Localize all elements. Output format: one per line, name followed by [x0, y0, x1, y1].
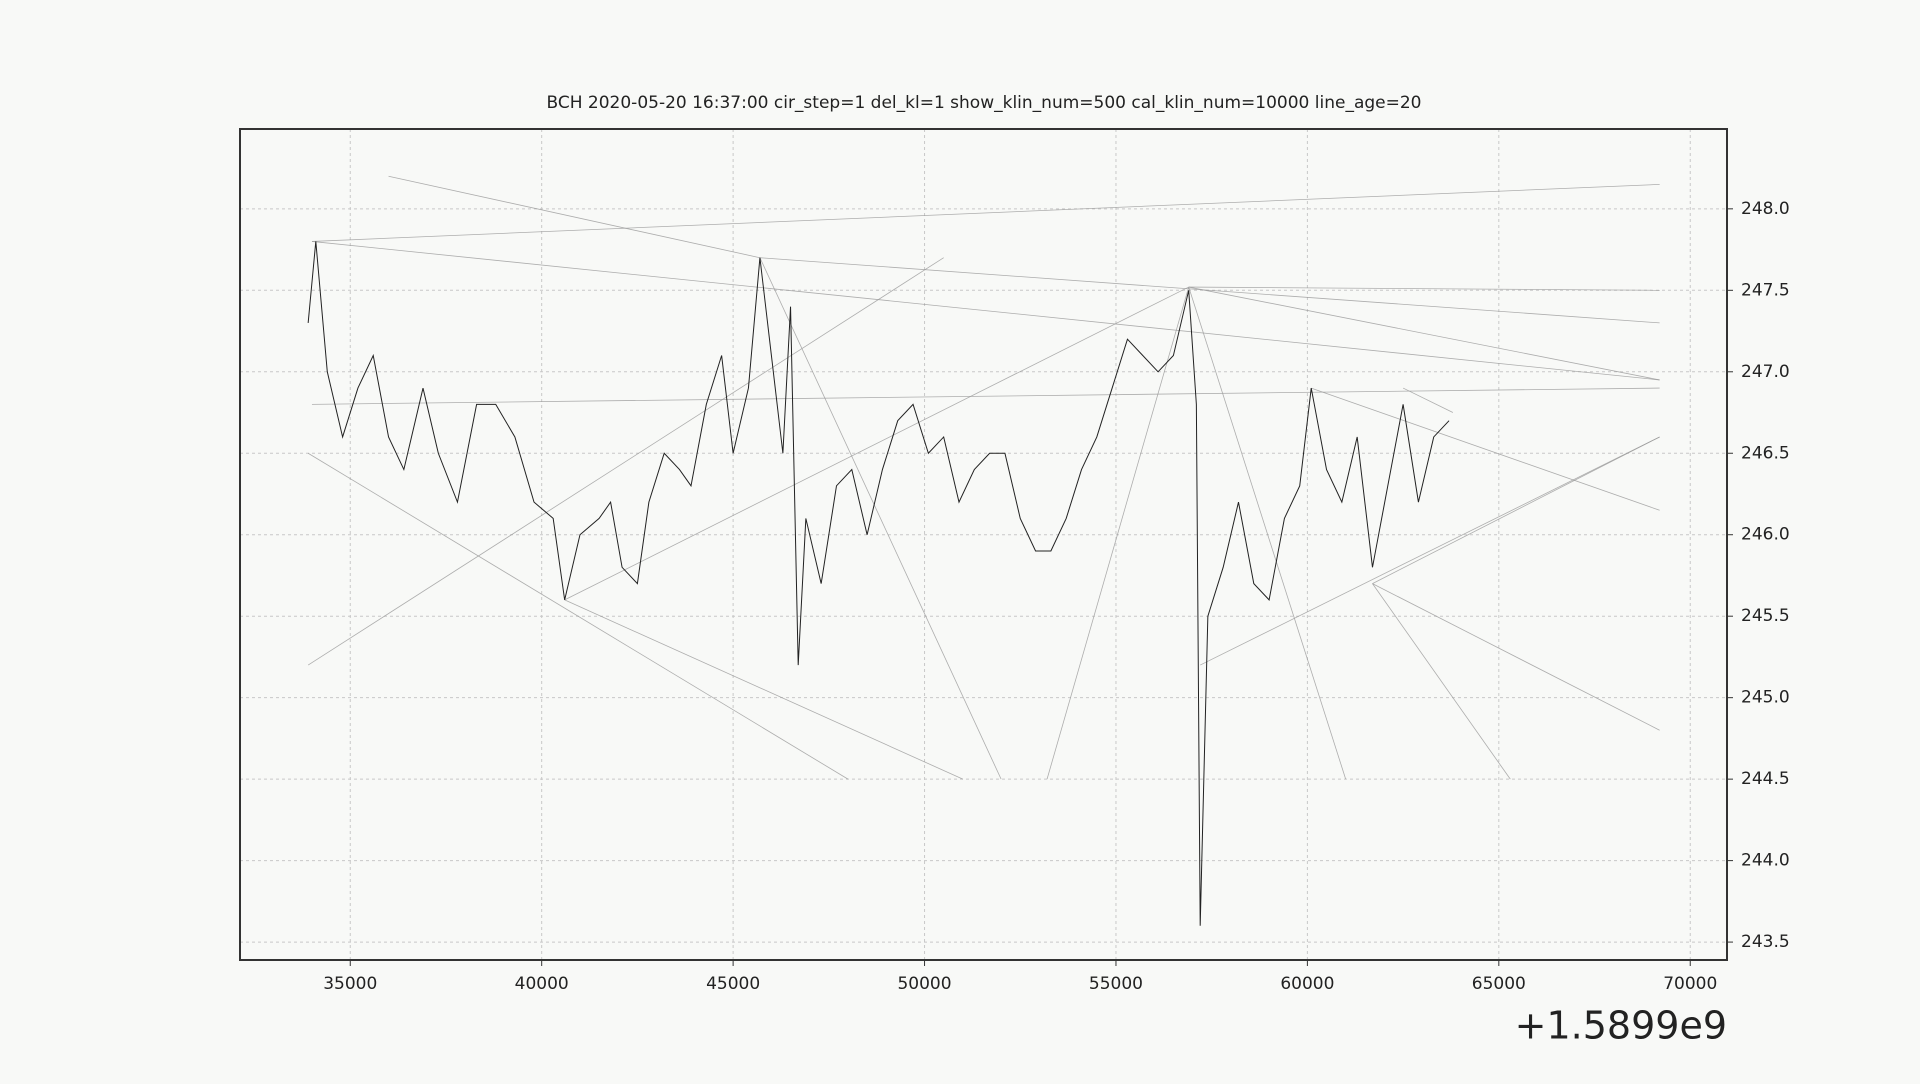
y-tick-label: 245.5	[1741, 606, 1790, 626]
trend-line	[307, 452, 849, 780]
trend-line	[1188, 286, 1660, 291]
x-tick-label: 50000	[897, 974, 951, 994]
y-tick-label: 243.5	[1741, 932, 1790, 952]
y-tick-label: 248.0	[1741, 199, 1790, 219]
y-tick-label: 247.5	[1741, 280, 1790, 300]
trend-line	[1200, 436, 1660, 666]
trend-line	[1372, 583, 1660, 731]
trend-line	[1372, 436, 1660, 584]
x-tick-label: 40000	[515, 974, 569, 994]
x-tick-label: 70000	[1663, 974, 1717, 994]
trend-line	[759, 257, 1660, 324]
x-tick-label: 65000	[1472, 974, 1526, 994]
price-line	[307, 241, 1450, 926]
x-tick-label: 60000	[1280, 974, 1334, 994]
trend-line	[1402, 387, 1454, 413]
trend-line	[307, 257, 944, 666]
plot-frame	[239, 128, 1728, 961]
trend-line	[1372, 583, 1511, 780]
y-tick-label: 247.0	[1741, 362, 1790, 382]
y-tick-label: 246.0	[1741, 525, 1790, 545]
y-tick-label: 245.0	[1741, 688, 1790, 708]
trend-line	[311, 387, 1660, 405]
trend-line	[1188, 286, 1660, 381]
chart-title: BCH 2020-05-20 16:37:00 cir_step=1 del_k…	[547, 93, 1422, 113]
x-tick-label: 55000	[1089, 974, 1143, 994]
y-tick-label: 246.5	[1741, 443, 1790, 463]
trend-line	[1046, 286, 1190, 780]
x-offset-label: +1.5899e9	[1515, 1004, 1727, 1048]
trend-line	[311, 241, 1660, 381]
y-tick-label: 244.5	[1741, 769, 1790, 789]
trend-line	[759, 257, 1002, 780]
trend-line	[388, 175, 760, 259]
x-tick-label: 45000	[706, 974, 760, 994]
trend-line	[1311, 387, 1660, 511]
trend-line	[311, 184, 1660, 242]
trend-line	[1188, 286, 1347, 780]
trend-line	[564, 599, 963, 780]
x-tick-label: 35000	[323, 974, 377, 994]
y-tick-label: 244.0	[1741, 851, 1790, 871]
trend-line	[564, 286, 1189, 601]
